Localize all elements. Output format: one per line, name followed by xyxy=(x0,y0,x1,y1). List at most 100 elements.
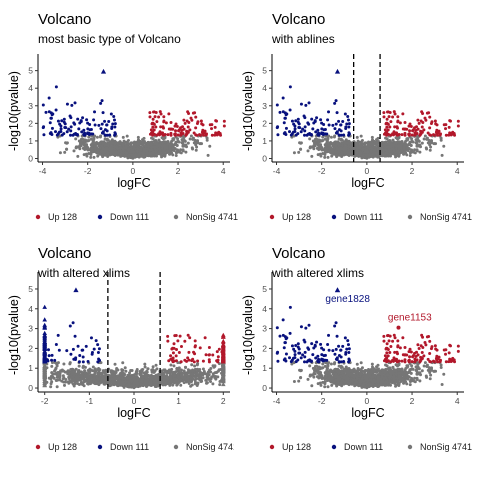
data-point xyxy=(363,144,366,147)
data-point xyxy=(347,126,350,129)
data-point xyxy=(334,150,337,153)
data-point xyxy=(208,369,211,372)
data-point xyxy=(423,137,426,140)
data-point xyxy=(71,372,74,375)
data-point xyxy=(453,134,456,137)
data-point xyxy=(183,381,186,384)
data-point xyxy=(94,147,97,150)
data-point xyxy=(323,156,326,159)
data-point xyxy=(424,117,427,120)
data-point xyxy=(333,136,336,139)
data-point xyxy=(203,370,206,373)
data-point xyxy=(348,122,351,125)
data-point xyxy=(96,155,99,158)
data-point xyxy=(387,140,390,143)
data-point xyxy=(76,118,79,121)
data-point xyxy=(66,103,69,106)
data-point xyxy=(170,347,173,350)
data-point xyxy=(144,145,147,148)
data-point xyxy=(208,358,211,361)
data-point xyxy=(327,156,330,159)
data-point xyxy=(416,148,419,151)
data-point xyxy=(282,110,285,113)
data-point xyxy=(199,378,202,381)
data-point xyxy=(412,151,415,154)
data-point xyxy=(160,155,163,158)
data-point xyxy=(411,140,414,143)
data-point xyxy=(384,137,387,140)
data-point xyxy=(208,346,211,349)
data-point xyxy=(163,144,166,147)
data-point xyxy=(350,142,353,145)
data-point xyxy=(396,150,399,153)
data-point xyxy=(210,127,213,130)
data-point xyxy=(188,382,191,385)
data-point xyxy=(114,122,117,125)
data-point xyxy=(189,137,192,140)
data-point xyxy=(150,374,153,377)
data-point xyxy=(179,335,182,338)
data-point xyxy=(335,123,338,126)
data-point xyxy=(162,368,165,371)
data-point xyxy=(416,139,419,142)
outlier-point xyxy=(101,69,106,74)
data-point xyxy=(196,362,199,365)
data-point xyxy=(128,371,131,374)
data-point xyxy=(58,375,61,378)
data-point xyxy=(73,133,76,136)
data-point xyxy=(338,149,341,152)
data-point xyxy=(436,123,439,126)
data-point xyxy=(217,370,220,373)
data-point xyxy=(60,380,63,383)
data-point xyxy=(69,324,72,327)
data-point xyxy=(217,355,220,358)
data-point xyxy=(367,154,370,157)
data-point xyxy=(97,351,100,354)
data-point xyxy=(48,97,51,100)
data-point xyxy=(187,351,190,354)
data-point xyxy=(152,118,155,121)
data-point xyxy=(108,382,111,385)
data-point xyxy=(333,102,336,105)
data-point xyxy=(175,348,178,351)
data-point xyxy=(407,147,410,150)
data-point xyxy=(135,371,138,374)
data-point xyxy=(418,151,421,154)
data-point xyxy=(46,358,49,361)
data-point xyxy=(388,115,391,118)
data-point xyxy=(192,351,195,354)
data-point xyxy=(67,380,70,383)
data-point xyxy=(72,348,75,351)
data-point xyxy=(329,151,332,154)
data-point xyxy=(121,369,124,372)
data-point xyxy=(316,133,319,136)
data-point xyxy=(69,353,72,356)
data-point xyxy=(335,154,338,157)
data-point xyxy=(110,151,113,154)
data-point xyxy=(175,123,178,126)
data-point xyxy=(330,136,333,139)
data-point xyxy=(90,336,93,339)
data-point xyxy=(282,97,285,100)
data-point xyxy=(140,146,143,149)
data-point xyxy=(440,137,443,140)
panel-subtitle: most basic type of Volcano xyxy=(38,32,181,46)
data-point xyxy=(180,360,183,363)
data-point xyxy=(87,136,90,139)
data-point xyxy=(410,144,413,147)
data-point xyxy=(391,152,394,155)
data-point xyxy=(310,118,313,121)
data-point xyxy=(198,142,201,145)
data-point xyxy=(162,150,165,153)
data-point xyxy=(86,139,89,142)
data-point xyxy=(113,131,116,134)
data-point xyxy=(133,154,136,157)
data-point xyxy=(172,364,175,367)
data-point xyxy=(165,150,168,153)
legend-key-nonsig xyxy=(174,215,178,219)
data-point xyxy=(136,150,139,153)
data-point xyxy=(42,133,45,136)
data-point xyxy=(345,138,348,141)
data-point xyxy=(155,134,158,137)
legend-label-up: Up 128 xyxy=(282,212,311,222)
